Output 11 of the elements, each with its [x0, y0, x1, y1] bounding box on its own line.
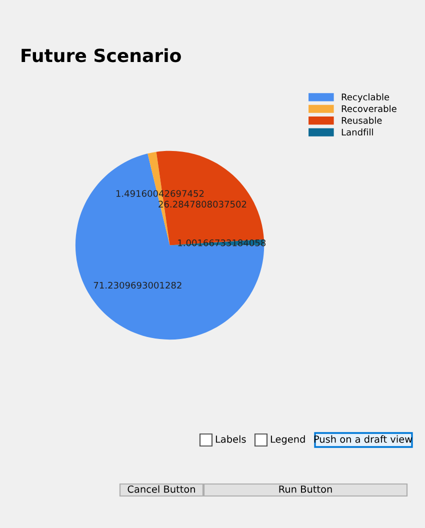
- legend-label: Landfill: [342, 128, 373, 136]
- text: Legend: [270, 435, 305, 445]
- legend-label: Recoverable: [342, 105, 396, 112]
- pie-slice: [75, 154, 264, 340]
- legend-label: Recyclable: [342, 93, 390, 102]
- text: Cancel Button: [128, 485, 195, 493]
- text: Labels: [216, 435, 246, 443]
- legend-label: Reusable: [342, 116, 382, 124]
- chart-title: Future Scenario: [22, 48, 181, 62]
- data-label: 71.2309693001282: [94, 282, 182, 289]
- text: Run Button: [279, 486, 332, 493]
